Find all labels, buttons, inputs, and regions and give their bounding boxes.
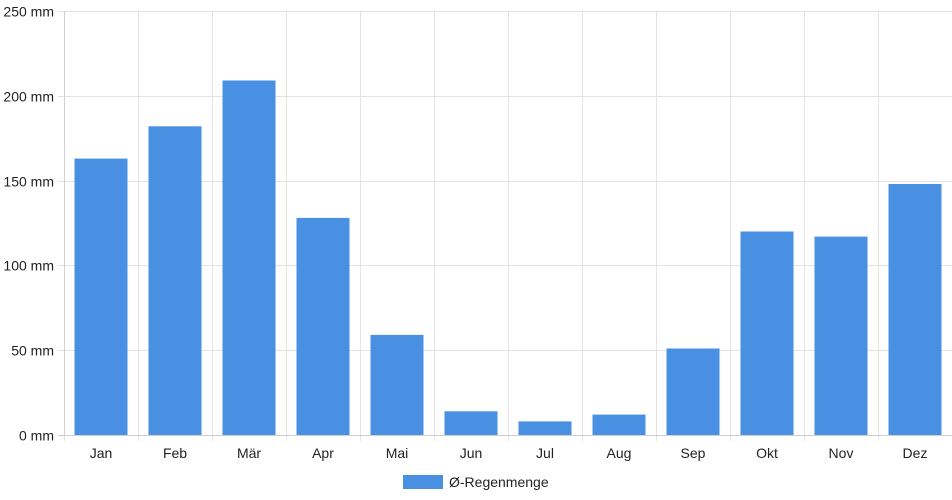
- y-tick-label: 50 mm: [11, 343, 54, 359]
- legend-label[interactable]: Ø-Regenmenge: [449, 474, 549, 490]
- bar-Sep[interactable]: [666, 348, 720, 436]
- x-tick-label: Jul: [536, 445, 554, 461]
- y-tick-label: 100 mm: [3, 258, 54, 274]
- bar-Mär[interactable]: [222, 80, 276, 436]
- bar-Mai[interactable]: [370, 334, 424, 435]
- x-tick-label: Dez: [903, 445, 928, 461]
- x-tick-label: Sep: [681, 445, 706, 461]
- x-tick-label: Apr: [312, 445, 334, 461]
- legend-swatch[interactable]: [403, 475, 443, 489]
- x-tick-label: Jun: [460, 445, 483, 461]
- bar-Jul[interactable]: [518, 421, 572, 435]
- grid-lines: [58, 11, 952, 441]
- bar-series: [74, 80, 942, 436]
- bar-Feb[interactable]: [148, 126, 202, 436]
- bar-Jun[interactable]: [444, 411, 498, 435]
- y-tick-label: 0 mm: [19, 428, 54, 444]
- bar-Dez[interactable]: [888, 184, 942, 435]
- bar-Okt[interactable]: [740, 231, 794, 436]
- x-tick-label: Mär: [237, 445, 261, 461]
- y-tick-label: 250 mm: [3, 4, 54, 20]
- bar-Apr[interactable]: [296, 217, 350, 435]
- x-tick-label: Okt: [756, 445, 778, 461]
- x-tick-label: Nov: [829, 445, 854, 461]
- x-axis: Jan Feb Mär Apr Mai Jun Jul Aug Sep Okt Nov Dez: [58, 435, 952, 461]
- bar-Nov[interactable]: [814, 236, 868, 435]
- legend[interactable]: Ø-Regenmenge: [403, 474, 549, 490]
- y-axis: 0 mm 50 mm 100 mm 150 mm 200 mm 250 mm: [3, 4, 65, 444]
- y-tick-label: 200 mm: [3, 89, 54, 105]
- x-tick-label: Jan: [90, 445, 113, 461]
- x-tick-label: Mai: [386, 445, 409, 461]
- bar-Jan[interactable]: [74, 158, 128, 435]
- y-tick-label: 150 mm: [3, 174, 54, 190]
- bar-Aug[interactable]: [592, 414, 646, 435]
- x-tick-label: Aug: [607, 445, 632, 461]
- x-tick-label: Feb: [163, 445, 187, 461]
